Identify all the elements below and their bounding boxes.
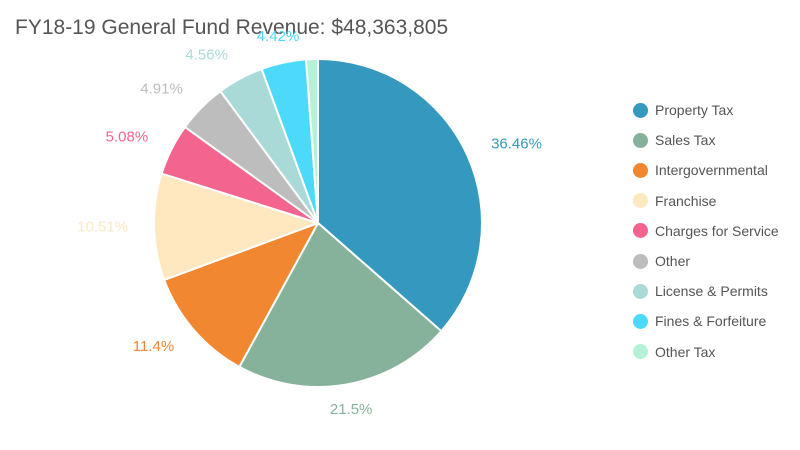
legend-item-charges-for-service[interactable]: Charges for Service [633, 216, 779, 246]
legend-item-property-tax[interactable]: Property Tax [633, 95, 779, 125]
slice-label-property-tax: 36.46% [491, 136, 542, 153]
legend-swatch [633, 344, 648, 360]
legend-label: Fines & Forfeiture [655, 313, 767, 330]
slice-label-intergovernmental: 11.4% [133, 338, 174, 355]
legend-swatch [633, 193, 648, 209]
legend-swatch [633, 253, 648, 269]
legend-label: Other [655, 253, 691, 270]
slice-label-franchise: 10.51% [77, 219, 128, 236]
slice-label-license-and-permits: 4.56% [185, 47, 228, 64]
slice-label-fines-and-forfeiture: 4.42% [257, 28, 300, 45]
legend-label: Charges for Service [655, 222, 779, 239]
legend-swatch [633, 283, 648, 299]
pie-slice-other-tax[interactable] [305, 58, 319, 224]
slice-label-sales-tax: 21.5% [330, 401, 373, 418]
legend: Property Tax Sales Tax Intergovernmental Fr… [633, 95, 779, 367]
chart-title: FY18-19 General Fund Revenue: $48,363,80… [15, 16, 449, 39]
legend-item-sales-tax[interactable]: Sales Tax [633, 125, 779, 155]
legend-label: Other Tax [655, 343, 716, 360]
legend-item-other[interactable]: Other [633, 246, 779, 276]
legend-item-franchise[interactable]: Franchise [633, 186, 779, 216]
legend-label: Sales Tax [655, 132, 716, 149]
legend-swatch [633, 102, 648, 118]
slice-label-other: 4.91% [140, 80, 183, 97]
legend-label: Property Tax [655, 102, 734, 119]
pie-slice-franchise[interactable] [153, 172, 319, 281]
legend-swatch [633, 162, 648, 178]
legend-item-license-and-permits[interactable]: License & Permits [633, 276, 779, 306]
legend-label: Intergovernmental [655, 162, 768, 179]
legend-item-other-tax[interactable]: Other Tax [633, 337, 779, 367]
legend-swatch [633, 223, 648, 239]
legend-label: License & Permits [655, 283, 768, 300]
pie-slice-property-tax[interactable] [317, 58, 483, 333]
pie-slice-intergovernmental[interactable] [163, 222, 319, 368]
legend-label: Franchise [655, 192, 717, 209]
slice-label-charges-for-service: 5.08% [106, 129, 149, 146]
legend-swatch [633, 313, 648, 329]
legend-item-fines-and-forfeiture[interactable]: Fines & Forfeiture [633, 306, 779, 336]
legend-swatch [633, 132, 648, 148]
pie-slice-sales-tax[interactable] [238, 222, 443, 388]
legend-item-intergovernmental[interactable]: Intergovernmental [633, 155, 779, 185]
